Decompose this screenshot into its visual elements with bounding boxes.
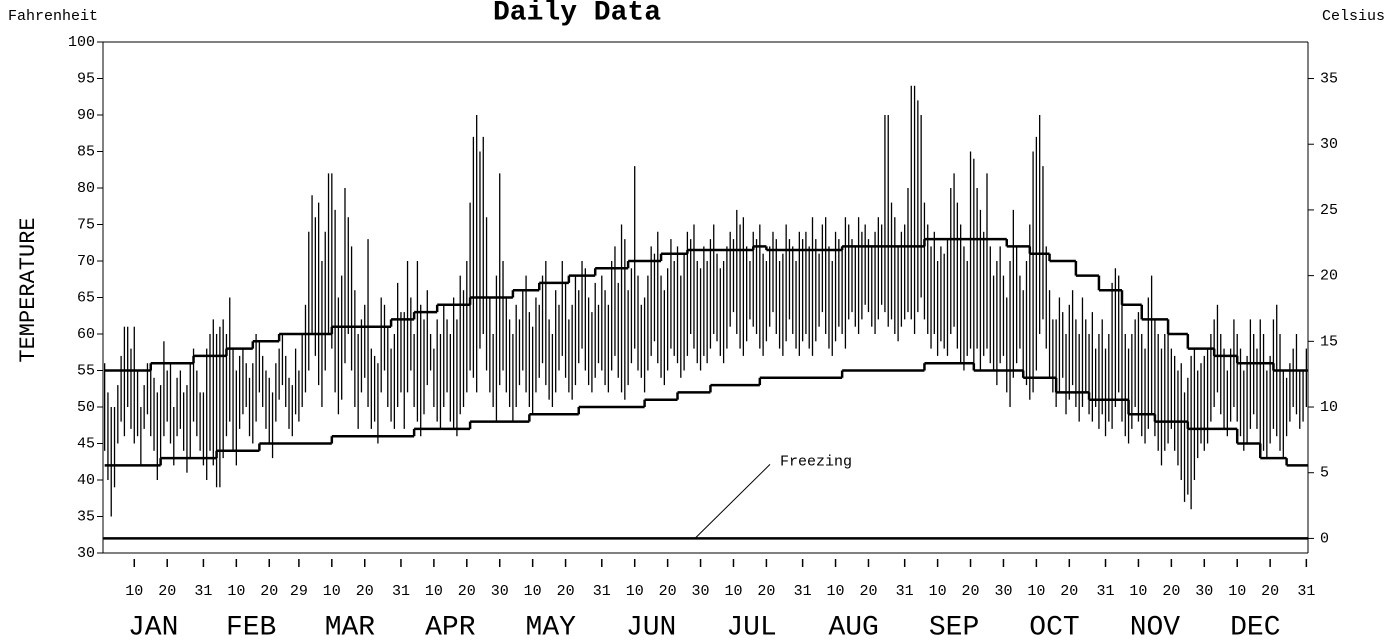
x-tick-label: 20 [356, 583, 374, 600]
x-tick-label: 20 [859, 583, 877, 600]
freezing-label: Freezing [780, 453, 852, 470]
y-tick-label: 50 [77, 399, 95, 416]
y-tick-label: 65 [77, 289, 95, 306]
y2-tick-label: 10 [1320, 399, 1338, 416]
x-tick-label: 31 [1097, 583, 1115, 600]
y-tick-label: 90 [77, 107, 95, 124]
y2-tick-label: 30 [1320, 136, 1338, 153]
y-tick-label: 100 [68, 34, 95, 51]
y2-tick-label: 5 [1320, 465, 1329, 482]
x-tick-label: 20 [1261, 583, 1279, 600]
y-tick-label: 75 [77, 216, 95, 233]
x-tick-label: 10 [827, 583, 845, 600]
x-tick-label: 10 [524, 583, 542, 600]
x-tick-label: 31 [392, 583, 410, 600]
x-tick-label: 10 [929, 583, 947, 600]
x-tick-label: 10 [626, 583, 644, 600]
y-tick-label: 45 [77, 435, 95, 452]
x-tick-label: 31 [593, 583, 611, 600]
x-tick-label: 29 [290, 583, 308, 600]
x-tick-label: 30 [1195, 583, 1213, 600]
y-tick-label: 70 [77, 253, 95, 270]
freezing-pointer [694, 464, 771, 539]
x-tick-label: 10 [724, 583, 742, 600]
month-label: FEB [226, 612, 276, 641]
y-tick-label: 40 [77, 472, 95, 489]
x-tick-label: 20 [1060, 583, 1078, 600]
x-tick-label: 10 [1027, 583, 1045, 600]
x-tick-label: 30 [692, 583, 710, 600]
x-tick-label: 20 [659, 583, 677, 600]
y-unit: Fahrenheit [8, 8, 98, 25]
x-tick-label: 31 [194, 583, 212, 600]
x-tick-label: 10 [323, 583, 341, 600]
x-tick-label: 20 [260, 583, 278, 600]
x-tick-label: 20 [962, 583, 980, 600]
x-tick-label: 10 [1129, 583, 1147, 600]
y-tick-label: 30 [77, 545, 95, 562]
month-label: MAR [325, 612, 376, 641]
month-label: JAN [128, 612, 178, 641]
month-label: DEC [1230, 612, 1280, 641]
y-tick-label: 85 [77, 143, 95, 160]
x-tick-label: 20 [557, 583, 575, 600]
y2-tick-label: 15 [1320, 333, 1338, 350]
y2-tick-label: 20 [1320, 268, 1338, 285]
x-tick-label: 20 [1162, 583, 1180, 600]
chart-title: Daily Data [493, 0, 661, 28]
x-tick-label: 31 [794, 583, 812, 600]
month-label: OCT [1029, 612, 1079, 641]
x-tick-label: 10 [1228, 583, 1246, 600]
x-tick-label: 10 [125, 583, 143, 600]
x-tick-label: 31 [896, 583, 914, 600]
x-tick-label: 20 [757, 583, 775, 600]
y-tick-label: 60 [77, 326, 95, 343]
x-tick-label: 30 [491, 583, 509, 600]
month-label: APR [425, 612, 476, 641]
x-tick-label: 10 [227, 583, 245, 600]
month-label: AUG [828, 612, 878, 641]
y-tick-label: 95 [77, 70, 95, 87]
x-tick-label: 10 [425, 583, 443, 600]
y2-tick-label: 35 [1320, 70, 1338, 87]
y-tick-label: 80 [77, 180, 95, 197]
month-label: SEP [929, 612, 979, 641]
month-label: NOV [1130, 612, 1181, 641]
x-tick-label: 20 [158, 583, 176, 600]
y-tick-label: 35 [77, 508, 95, 525]
month-label: MAY [526, 612, 577, 641]
y2-tick-label: 25 [1320, 202, 1338, 219]
month-label: JUL [726, 612, 776, 641]
y2-unit: Celsius [1322, 8, 1385, 25]
x-tick-label: 31 [1297, 583, 1315, 600]
y-axis-label: TEMPERATURE [16, 217, 41, 362]
y2-tick-label: 0 [1320, 530, 1329, 547]
y-tick-label: 55 [77, 362, 95, 379]
x-tick-label: 20 [458, 583, 476, 600]
x-tick-label: 30 [994, 583, 1012, 600]
month-label: JUN [626, 612, 676, 641]
